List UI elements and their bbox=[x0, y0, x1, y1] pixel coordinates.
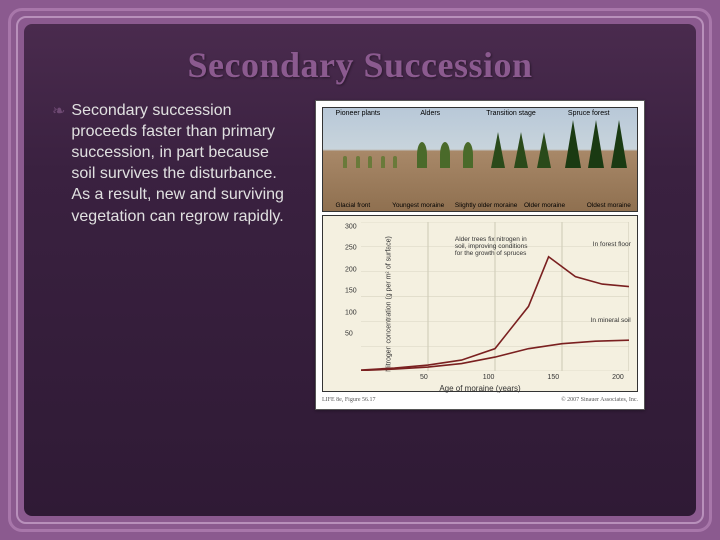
moraine-label: Glacial front bbox=[336, 202, 371, 209]
x-tick-label: 100 bbox=[483, 374, 495, 381]
moraine-label: Older moraine bbox=[524, 202, 565, 209]
content-row: ❧ Secondary succession proceeds faster t… bbox=[52, 100, 668, 410]
y-tick-label: 50 bbox=[345, 331, 353, 338]
stage-label: Spruce forest bbox=[568, 110, 610, 117]
series-label-forest-floor: In forest floor bbox=[593, 242, 631, 249]
nitrogen-chart-panel: Nitrogen concentration (g per m² of surf… bbox=[322, 215, 638, 392]
stage-label: Alders bbox=[420, 110, 440, 117]
caption-right: © 2007 Sinauer Associates, Inc. bbox=[561, 397, 638, 403]
stage-label: Pioneer plants bbox=[336, 110, 381, 117]
moraine-label: Oldest moraine bbox=[587, 202, 631, 209]
succession-profile-panel: Pioneer plants Alders Transition stage S… bbox=[322, 107, 638, 212]
stage-label: Transition stage bbox=[486, 110, 536, 117]
moraine-label: Youngest moraine bbox=[392, 202, 444, 209]
figure-column: Pioneer plants Alders Transition stage S… bbox=[315, 100, 668, 410]
y-tick-label: 150 bbox=[345, 288, 357, 295]
x-axis-label: Age of moraine (years) bbox=[439, 384, 520, 393]
y-tick-label: 200 bbox=[345, 266, 357, 273]
body-text: Secondary succession proceeds faster tha… bbox=[71, 100, 297, 227]
transition-stage-icon bbox=[486, 111, 555, 168]
bullet-icon: ❧ bbox=[52, 101, 65, 228]
x-tick-label: 150 bbox=[547, 374, 559, 381]
slide-body: Secondary Succession ❧ Secondary success… bbox=[24, 24, 696, 516]
y-tick-label: 250 bbox=[345, 245, 357, 252]
x-tick-label: 50 bbox=[420, 374, 428, 381]
y-tick-label: 100 bbox=[345, 309, 357, 316]
figure-caption: LIFE 8e, Figure 56.17 © 2007 Sinauer Ass… bbox=[322, 397, 638, 403]
spruce-forest-icon bbox=[562, 111, 631, 168]
caption-left: LIFE 8e, Figure 56.17 bbox=[322, 397, 376, 403]
alder-icon bbox=[411, 111, 480, 168]
pioneer-plants-icon bbox=[339, 111, 402, 168]
slide-title: Secondary Succession bbox=[52, 44, 668, 86]
chart-annotation: Alder trees fix nitrogen in soil, improv… bbox=[455, 237, 535, 257]
y-tick-label: 300 bbox=[345, 223, 357, 230]
body-text-column: ❧ Secondary succession proceeds faster t… bbox=[52, 100, 297, 227]
series-label-mineral-soil: In mineral soil bbox=[591, 318, 631, 325]
x-tick-label: 200 bbox=[612, 374, 624, 381]
succession-figure: Pioneer plants Alders Transition stage S… bbox=[315, 100, 645, 410]
bullet-item: ❧ Secondary succession proceeds faster t… bbox=[52, 100, 297, 227]
moraine-label: Slightly older moraine bbox=[455, 202, 518, 209]
